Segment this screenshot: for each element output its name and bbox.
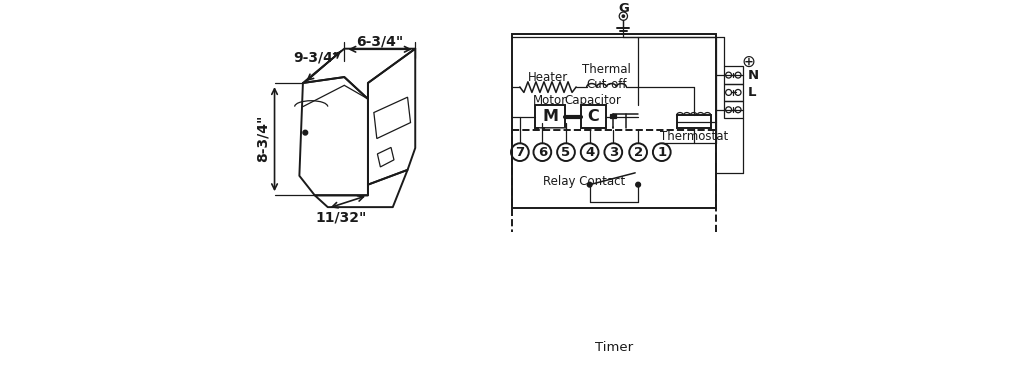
Text: C: C <box>587 109 599 124</box>
Text: Capacitor: Capacitor <box>565 94 621 106</box>
Circle shape <box>622 15 624 17</box>
Text: Thermostat: Thermostat <box>659 130 728 143</box>
Text: 2: 2 <box>633 145 643 159</box>
Circle shape <box>587 182 592 187</box>
Text: Heater: Heater <box>528 71 568 83</box>
Text: 11/32": 11/32" <box>315 210 367 224</box>
Text: 7: 7 <box>516 145 525 159</box>
Bar <box>676 115 711 128</box>
Text: 4: 4 <box>585 145 594 159</box>
Text: 9-3/4": 9-3/4" <box>293 51 340 65</box>
Text: 3: 3 <box>609 145 618 159</box>
Bar <box>610 114 616 119</box>
Bar <box>724 84 743 101</box>
Text: ⊕: ⊕ <box>742 53 755 71</box>
Bar <box>512 34 716 208</box>
Text: G: G <box>618 2 628 15</box>
Text: 6-3/4": 6-3/4" <box>356 35 404 49</box>
Text: 6: 6 <box>538 145 547 159</box>
Bar <box>724 101 743 119</box>
Bar <box>724 66 743 84</box>
Circle shape <box>303 130 308 135</box>
Bar <box>512 130 716 340</box>
Text: Relay Contact: Relay Contact <box>542 175 625 188</box>
Text: 8-3/4": 8-3/4" <box>255 115 270 162</box>
Bar <box>581 105 606 128</box>
Text: N: N <box>747 69 758 82</box>
Text: Timer: Timer <box>596 341 633 354</box>
Text: Motor: Motor <box>533 94 567 106</box>
Text: M: M <box>542 109 558 124</box>
Text: Thermal
Cut-off: Thermal Cut-off <box>582 63 631 91</box>
Text: L: L <box>747 86 756 99</box>
Text: 5: 5 <box>562 145 571 159</box>
Circle shape <box>636 182 641 187</box>
Text: 1: 1 <box>657 145 666 159</box>
Bar <box>535 105 566 128</box>
